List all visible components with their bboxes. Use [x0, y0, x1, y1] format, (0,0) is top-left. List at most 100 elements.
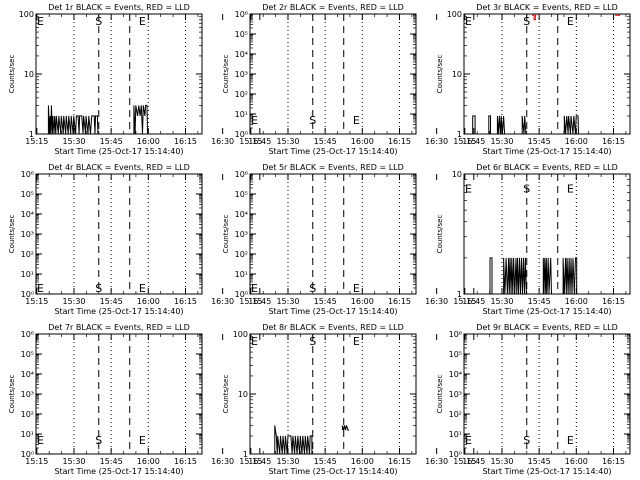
x-tick-label: 15:15 [25, 137, 48, 146]
x-tick-label: 15:15 [453, 457, 476, 466]
y-tick-label: 10⁰ [449, 450, 462, 459]
y-tick-label: 100 [447, 10, 462, 19]
y-tick-label: 10¹ [21, 430, 34, 439]
e-marker-label-left: E [37, 15, 44, 28]
plot-frame [249, 13, 417, 135]
x-axis-label: Start Time (25-Oct-17 15:14:40) [482, 307, 611, 316]
y-tick-label: 10¹ [21, 270, 34, 279]
x-tick-label: 15:45 [528, 137, 551, 146]
x-tick-label: 16:45 [248, 457, 271, 466]
y-tick-label: 10⁵ [449, 350, 462, 359]
e-marker-label-left: E [37, 434, 44, 447]
panel-title: Det 1r BLACK = Events, RED = LLD [48, 3, 190, 12]
x-tick-label: 15:45 [314, 137, 337, 146]
e-marker-label: E [353, 114, 360, 127]
y-tick-label: 10⁶ [21, 170, 34, 179]
y-tick-label: 10⁰ [21, 290, 34, 299]
x-tick-label: 16:45 [462, 297, 485, 306]
y-tick-label: 10² [235, 90, 248, 99]
x-tick-label: 15:30 [276, 457, 299, 466]
x-tick-label: 16:45 [248, 137, 271, 146]
s-marker-label: S [309, 335, 316, 348]
x-axis-label: Start Time (25-Oct-17 15:14:40) [482, 467, 611, 476]
x-tick-label: 16:45 [462, 137, 485, 146]
panel-det-4: Det 4r BLACK = Events, RED = LLD 10⁰ 10¹ 10… [8, 163, 271, 316]
y-axis-label: Counts/sec [436, 55, 444, 94]
x-tick-label: 16:15 [174, 457, 197, 466]
y-tick-label: 10⁶ [21, 330, 34, 339]
x-tick-label: 16:30 [211, 297, 234, 306]
x-tick-label: 15:45 [528, 457, 551, 466]
x-tick-label: 15:45 [314, 297, 337, 306]
x-tick-label: 15:45 [314, 457, 337, 466]
x-tick-label: 16:00 [137, 297, 160, 306]
x-tick-label: 15:30 [490, 297, 513, 306]
x-axis-label: Start Time (25-Oct-17 15:14:40) [268, 147, 397, 156]
x-tick-label: 16:15 [602, 457, 625, 466]
y-tick-label: 1 [457, 130, 462, 139]
y-tick-label: 10³ [449, 390, 462, 399]
e-marker-label: E [567, 434, 574, 447]
x-tick-label: 16:00 [565, 297, 588, 306]
x-tick-label: 16:00 [565, 137, 588, 146]
y-tick-label: 10³ [235, 70, 248, 79]
s-marker-label: S [95, 282, 102, 295]
x-axis-label: Start Time (25-Oct-17 15:14:40) [54, 307, 183, 316]
e-marker-label: E [567, 182, 574, 195]
panel-title: Det 6r BLACK = Events, RED = LLD [476, 163, 618, 172]
y-tick-label: 10⁵ [21, 190, 34, 199]
e-marker-label-left: E [251, 114, 258, 127]
x-tick-label: 16:15 [174, 297, 197, 306]
x-tick-label: 16:15 [174, 137, 197, 146]
y-tick-label: 10 [24, 70, 34, 79]
e-marker-label-left: E [465, 434, 472, 447]
e-marker-label-left: E [251, 335, 258, 348]
x-tick-label: 16:15 [388, 297, 411, 306]
y-axis-label: Counts/sec [222, 55, 230, 94]
events-series [47, 105, 99, 135]
x-tick-label: 16:00 [351, 137, 374, 146]
panel-title: Det 8r BLACK = Events, RED = LLD [262, 323, 404, 332]
y-axis-label: Counts/sec [436, 375, 444, 414]
x-tick-label: 16:00 [565, 457, 588, 466]
x-tick-label: 15:30 [490, 457, 513, 466]
y-tick-label: 10¹ [235, 270, 248, 279]
y-tick-label: 1 [457, 290, 462, 299]
y-tick-label: 10⁰ [235, 290, 248, 299]
x-tick-label: 15:15 [453, 137, 476, 146]
y-tick-label: 1 [243, 450, 248, 459]
s-marker-label: S [309, 114, 316, 127]
panel-det-5: Det 5r BLACK = Events, RED = LLD 10⁰ 10¹ 10… [222, 163, 485, 316]
x-tick-label: 15:45 [100, 457, 123, 466]
y-tick-label: 10⁴ [235, 50, 248, 59]
panel-det-7: Det 7r BLACK = Events, RED = LLD 10⁰ 10¹ 10… [8, 323, 271, 476]
x-tick-label: 16:45 [462, 457, 485, 466]
x-tick-label: 15:15 [239, 457, 262, 466]
x-tick-label: 16:15 [602, 297, 625, 306]
x-tick-label: 15:45 [100, 297, 123, 306]
x-axis-label: Start Time (25-Oct-17 15:14:40) [482, 147, 611, 156]
s-marker-label: S [95, 434, 102, 447]
y-tick-label: 10⁶ [235, 10, 248, 19]
x-tick-label: 15:45 [528, 297, 551, 306]
panel-det-6: Det 6r BLACK = Events, RED = LLD 1 10 15:15… [436, 163, 640, 316]
y-tick-label: 10⁵ [21, 350, 34, 359]
e-marker-label: E [139, 434, 146, 447]
y-tick-label: 10³ [235, 230, 248, 239]
panel-title: Det 3r BLACK = Events, RED = LLD [476, 3, 618, 12]
s-marker-label: S [523, 434, 530, 447]
y-axis-label: Counts/sec [222, 375, 230, 414]
x-tick-label: 15:15 [239, 137, 262, 146]
x-tick-label: 15:30 [276, 137, 299, 146]
x-tick-label: 16:30 [425, 297, 448, 306]
panel-title: Det 9r BLACK = Events, RED = LLD [476, 323, 618, 332]
plot-frame [463, 333, 631, 455]
x-tick-label: 15:15 [25, 297, 48, 306]
x-tick-label: 16:00 [137, 137, 160, 146]
x-tick-label: 16:30 [425, 457, 448, 466]
x-tick-label: 16:30 [211, 457, 234, 466]
x-tick-label: 16:15 [388, 457, 411, 466]
e-marker-label-left: E [465, 182, 472, 195]
x-tick-label: 16:00 [351, 457, 374, 466]
